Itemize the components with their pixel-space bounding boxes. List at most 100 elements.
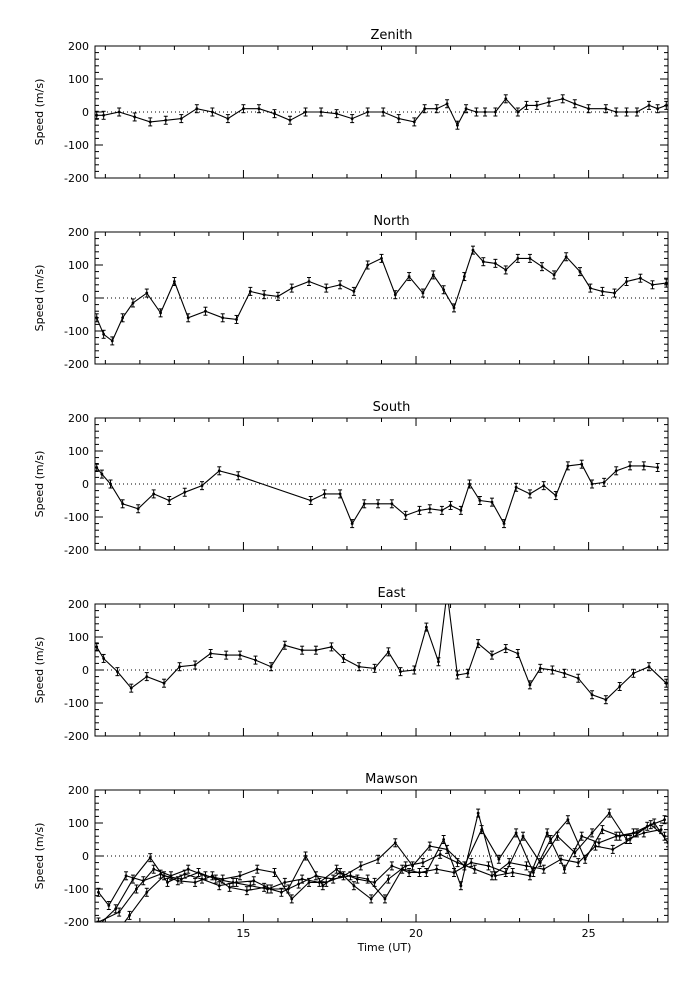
data-point [566,464,570,468]
data-point [204,874,207,878]
data-point [193,663,197,667]
data-point [651,283,654,287]
data-point [628,838,632,841]
data-point [502,522,506,525]
data-point [217,469,221,473]
data-point [330,645,333,649]
data-point [236,474,240,478]
data-point [528,683,532,687]
data-point [300,877,304,881]
data-point [121,316,125,320]
data-point [362,502,366,506]
data-point [578,270,582,273]
data-point [152,867,156,871]
data-point [588,286,592,290]
data-point [393,841,397,845]
y-tick-label: 200 [68,784,89,797]
panel-zenith: Zenith 200 100 0 -100 -200 Speed (m/s) [33,28,669,185]
data-point [456,861,459,864]
data-point [121,502,125,506]
data-point [176,879,180,883]
data-point [462,275,466,278]
data-point [528,257,532,260]
data-point [580,834,584,838]
data-point [252,879,256,883]
data-point [431,273,435,277]
data-point [475,110,478,114]
data-point [407,275,411,278]
data-point [535,104,539,107]
data-point [304,854,307,858]
data-point [117,910,121,914]
data-point [248,884,252,888]
data-point [297,882,301,886]
data-point [355,877,359,881]
data-point [446,591,449,594]
data-point [376,857,380,861]
data-point [428,507,432,511]
data-point [566,818,570,822]
data-point [424,625,428,629]
panel-south: South 200 100 0 -100 -200 Speed (m/s) [33,400,669,557]
series-line [96,604,667,701]
data-point [95,466,99,469]
data-point [350,522,354,525]
data-point [516,110,520,114]
data-point [525,104,528,107]
data-point [352,884,356,888]
y-tick-label: -200 [64,730,89,743]
data-point [217,884,221,888]
data-point [435,867,439,871]
y-tick-label: 100 [68,259,89,272]
series-group [96,808,668,922]
data-point [476,811,480,815]
data-point [656,466,660,469]
data-point [178,665,181,669]
data-point [209,652,213,655]
data-point [307,881,311,884]
data-point [314,648,318,652]
data-point [238,874,242,878]
data-point [404,864,408,868]
y-axis-label: Speed (m/s) [33,265,46,332]
data-point [373,666,376,670]
data-point [540,265,544,269]
data-point [613,291,616,295]
x-tick-label: 20 [409,927,423,940]
data-point [607,811,611,815]
data-point [618,685,622,688]
data-point [494,110,497,114]
data-point [95,316,99,320]
panel-north: North 200 100 0 -100 -200 Speed (m/s) [33,214,669,371]
data-point [338,283,342,287]
data-point [97,920,100,922]
data-point [573,851,577,855]
data-point [342,874,345,878]
data-point [594,844,597,848]
data-point [614,110,618,114]
data-point [145,675,149,678]
data-point [576,861,580,864]
data-point [664,104,668,107]
data-point [504,647,508,650]
data-point [442,288,446,292]
y-axis-label: Speed (m/s) [33,79,46,146]
data-point [556,834,559,838]
data-point [204,309,207,313]
data-point [445,102,449,106]
data-point [335,867,339,871]
y-tick-label: 100 [68,631,89,644]
y-tick-label: 200 [68,598,89,611]
series-line [98,812,662,907]
data-point [664,681,668,685]
data-point [464,107,468,111]
data-point [504,97,508,101]
data-point [590,693,594,697]
data-point [235,318,238,321]
y-tick-label: -100 [64,511,89,524]
data-point [342,657,345,660]
data-point [221,877,225,881]
data-point [421,291,425,295]
data-point [528,874,532,878]
data-point [563,671,566,675]
